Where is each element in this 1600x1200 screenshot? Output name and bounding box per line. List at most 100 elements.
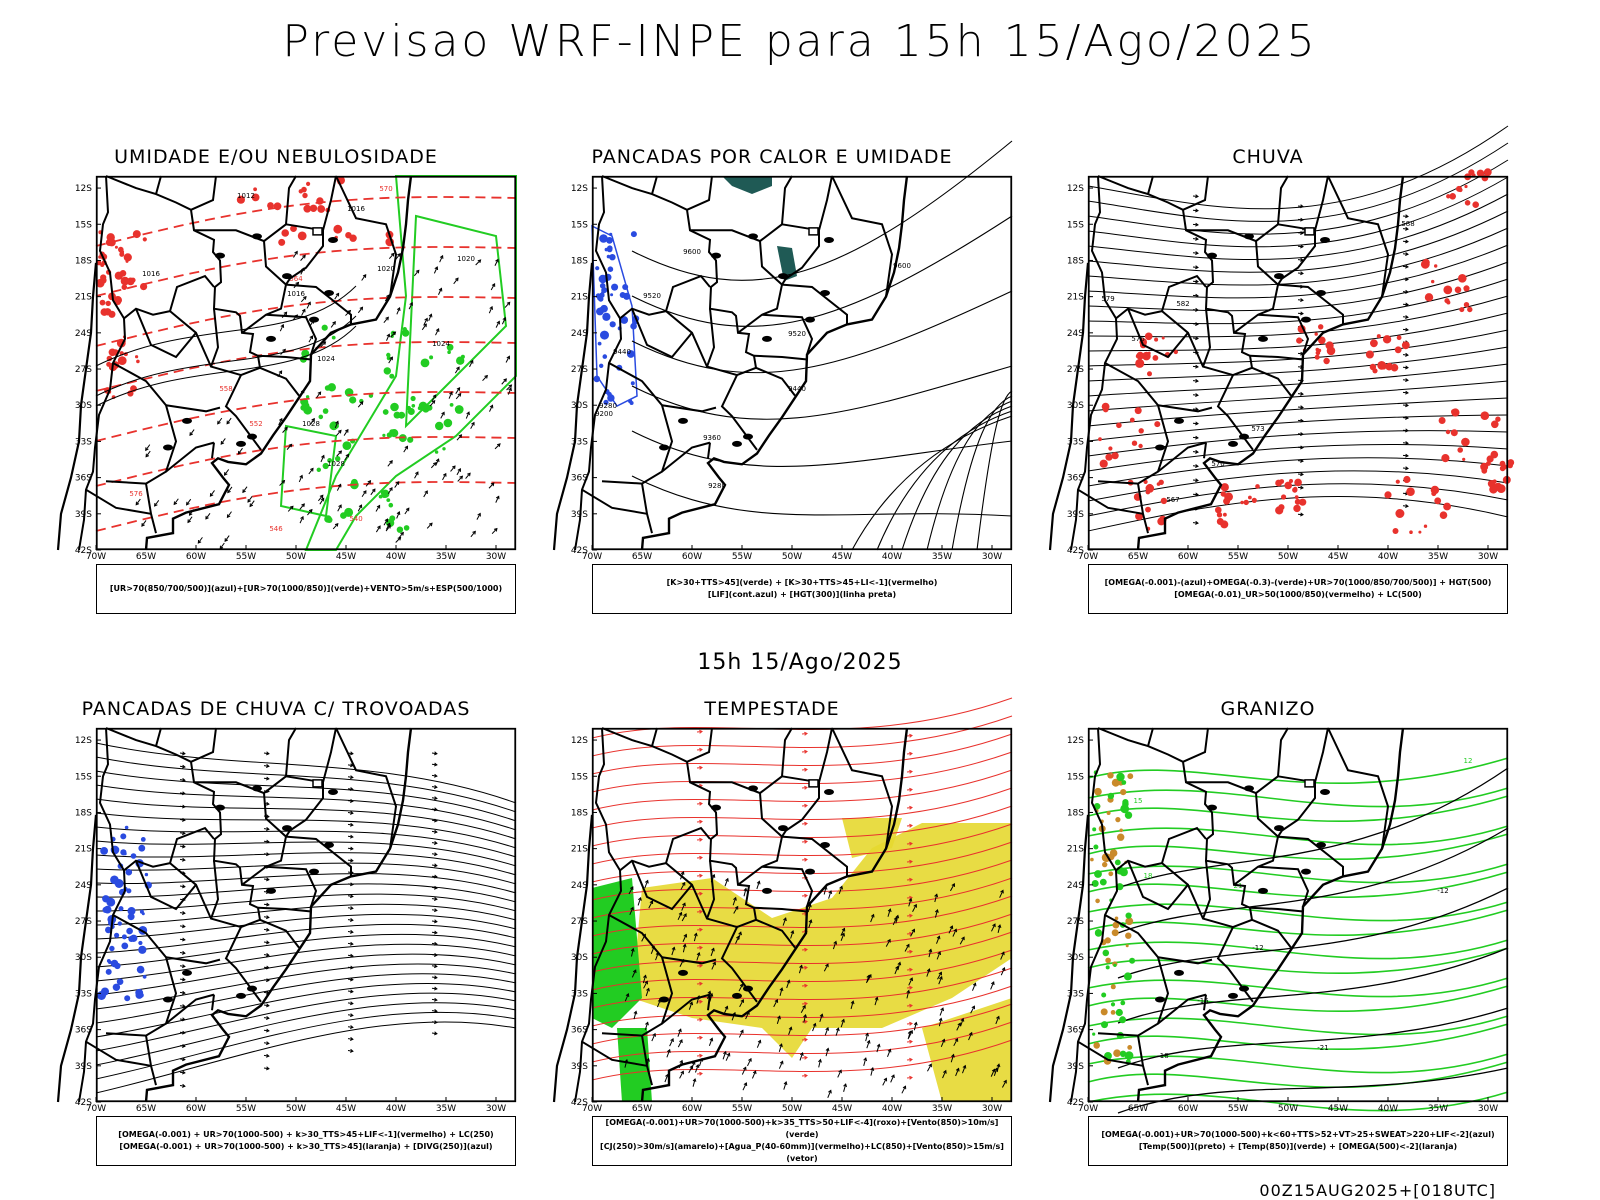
lon-label: 50W [286, 552, 306, 562]
lon-label: 65W [136, 552, 156, 562]
rain-speck [1467, 306, 1473, 313]
lake [805, 316, 815, 323]
rain-speck [1441, 454, 1450, 463]
wind-vector [996, 1064, 1000, 1073]
wind-arrow [453, 277, 459, 285]
wind-arrow [295, 281, 300, 286]
wind-vector [841, 1018, 845, 1023]
streamline-arrow [1300, 271, 1304, 276]
wind-arrow [299, 474, 303, 479]
wind-vector [740, 1029, 744, 1034]
wind-vector [991, 923, 996, 932]
streamline-arrow [1195, 194, 1199, 199]
lake [743, 433, 753, 440]
border-line [781, 175, 833, 232]
border-line [85, 1040, 152, 1067]
streamline-arrow [909, 913, 913, 918]
lake [215, 252, 225, 259]
lon-label: 65W [136, 1104, 156, 1114]
rain-speck [1152, 355, 1159, 361]
wind-vector [876, 1043, 881, 1048]
lat-label: 18S [1067, 256, 1084, 266]
divergence-speck [138, 992, 144, 998]
streamline-arrow [804, 749, 808, 754]
rain-speck [1464, 184, 1468, 189]
wind-vector [952, 929, 957, 937]
wind-vector [708, 1038, 713, 1047]
humidity-speck [454, 405, 464, 414]
wind-arrow [482, 375, 488, 382]
wind-vector [940, 1007, 944, 1012]
streamline-arrow [1195, 208, 1199, 213]
humid-speck [1116, 883, 1124, 891]
height-contour [631, 475, 1013, 517]
wind-arrow [489, 404, 494, 409]
border-line [651, 727, 658, 747]
wind-arrow [205, 515, 209, 520]
streamline-arrow [804, 1019, 808, 1024]
wind-vector [773, 999, 778, 1008]
wind-vector [779, 987, 783, 996]
wind-arrow [465, 411, 470, 419]
coastlines-layer [552, 175, 909, 551]
divergence-speck [101, 987, 109, 996]
streamline-arrow [909, 859, 913, 864]
streamline-arrow [349, 894, 354, 899]
humidity-speck [327, 458, 332, 463]
wind-arrow [426, 522, 433, 529]
wind-vector [960, 1017, 965, 1022]
wind-arrow [141, 520, 147, 527]
temp-850-contour [1087, 977, 1509, 998]
wind-vector [681, 881, 686, 886]
streamline-arrow [349, 1048, 354, 1053]
lon-label: 70W [1078, 1104, 1098, 1114]
omega-speck [1095, 898, 1100, 904]
streamline [1087, 312, 1509, 352]
wind-vector [887, 938, 891, 943]
streamline-arrow [181, 764, 186, 769]
lake [1316, 842, 1326, 849]
wind-vector [723, 1006, 728, 1014]
streamline [591, 1039, 1013, 1081]
border-line [155, 727, 162, 747]
streamline-arrow [909, 805, 913, 810]
wind-arrow [301, 309, 306, 316]
cloud-speck [317, 205, 326, 213]
streamline-arrow [265, 1016, 270, 1020]
wind-arrow [409, 301, 413, 306]
wind-arrow [496, 443, 501, 448]
wind-arrow [321, 454, 325, 459]
lat-label: 18S [571, 256, 588, 266]
lon-label: 70W [582, 1104, 602, 1114]
lon-label: 40W [882, 552, 902, 562]
legend-line: [OMEGA(-0.001)+UR>70(1000-500)+k<60+TTS>… [1101, 1130, 1495, 1139]
streamline-arrow [349, 941, 354, 946]
wind-arrow [504, 301, 511, 308]
rain-speck [1116, 422, 1122, 429]
lake [1320, 236, 1330, 243]
cloud-speck [333, 224, 343, 234]
streamline-arrow [1405, 352, 1409, 357]
wind-arrow [387, 487, 393, 495]
contour-label: 15 [1134, 797, 1143, 805]
wind-arrow [421, 323, 427, 331]
legend-line: [CJ(250)>30m/s](amarelo)+[Agua_P(40-60mm… [600, 1142, 1004, 1163]
wind-arrow [316, 391, 322, 399]
lifted-index-speck [607, 266, 614, 272]
wind-arrow [469, 360, 474, 368]
wind-vector [645, 1021, 649, 1026]
wind-vector [790, 930, 794, 939]
contour-label: 570 [1211, 460, 1224, 468]
streamline-arrow [699, 837, 703, 842]
wind-arrow [282, 427, 288, 433]
omega-speck [1107, 772, 1114, 779]
lake [328, 788, 338, 795]
temp-500-contour [1117, 827, 1509, 934]
rain-speck [1318, 336, 1326, 345]
wind-vector [893, 916, 898, 921]
temp-500-contour [1117, 887, 1509, 979]
contour-label: 573 [1251, 425, 1264, 433]
rain-speck [1369, 363, 1377, 371]
streamline-arrow [909, 967, 913, 972]
wind-arrow [135, 501, 140, 506]
